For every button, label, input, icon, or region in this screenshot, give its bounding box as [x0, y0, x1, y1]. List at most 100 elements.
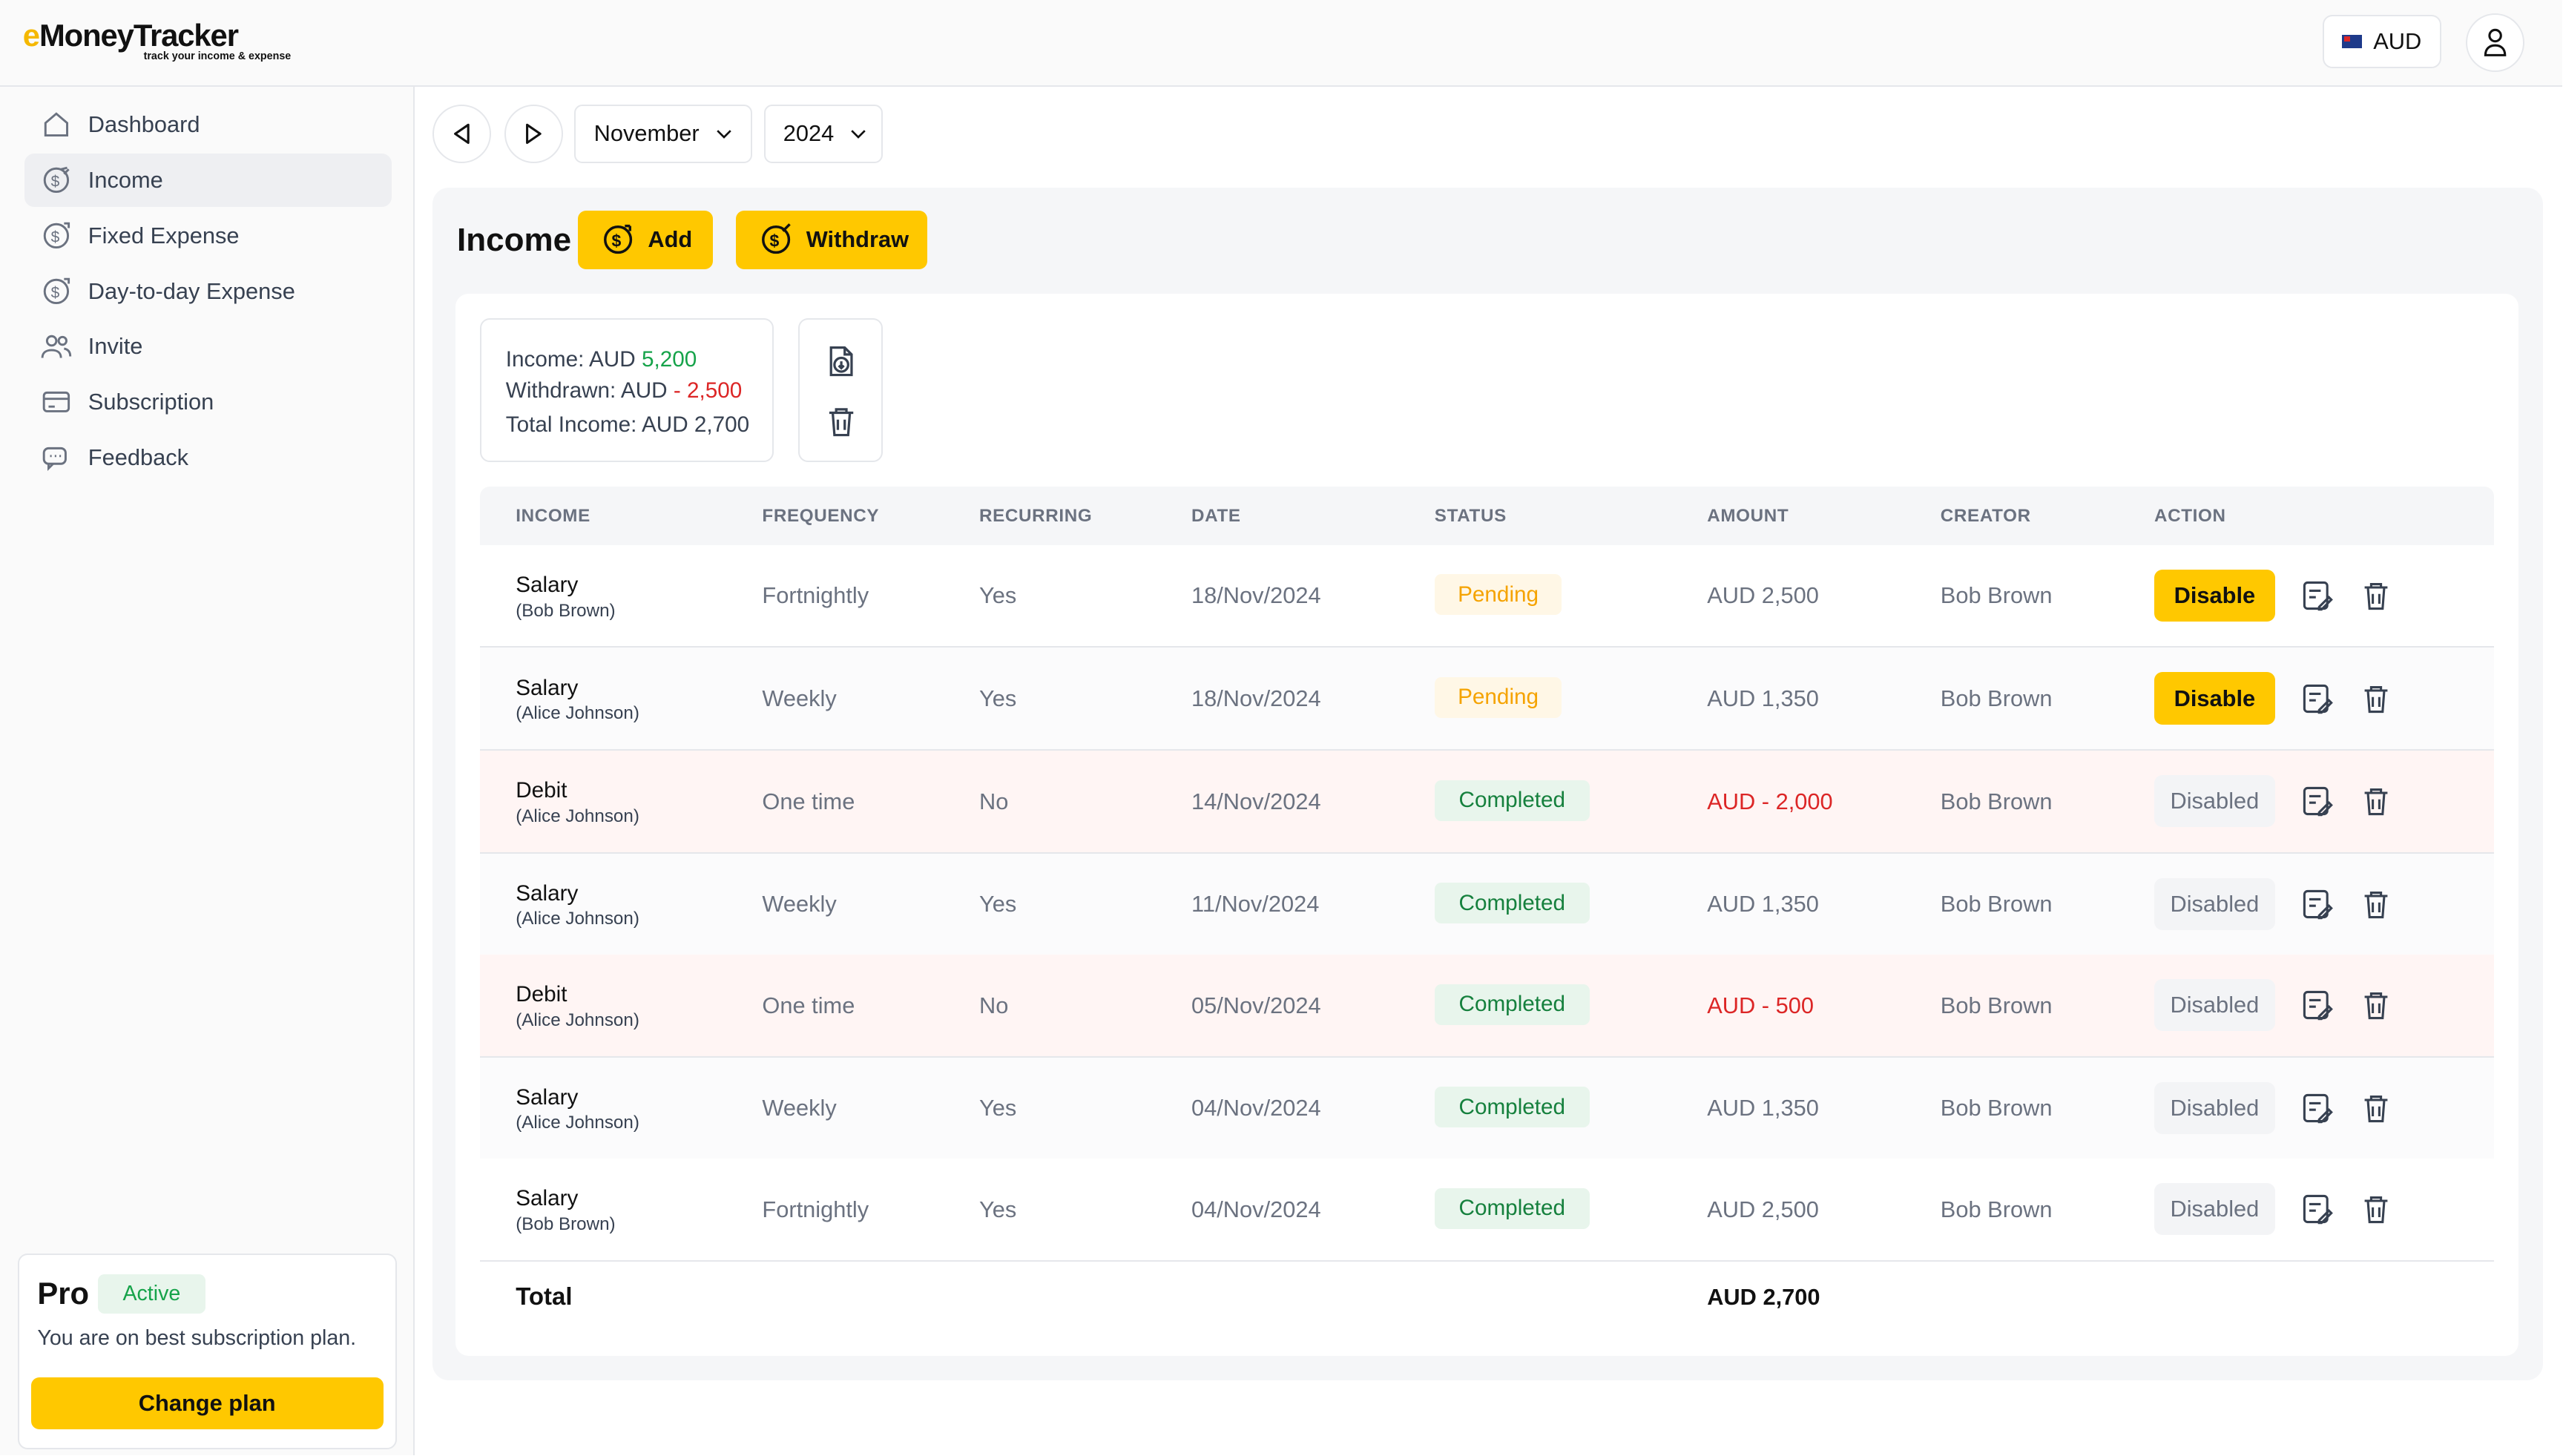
chevron-down-icon	[716, 130, 731, 139]
download-icon[interactable]	[824, 344, 858, 378]
sidebar-item-label: Day-to-day Expense	[88, 277, 295, 304]
disable-button[interactable]: Disable	[2154, 569, 2275, 622]
dollar-in-icon: $	[43, 166, 70, 194]
chevron-right-icon	[526, 123, 542, 145]
trash-icon[interactable]	[2360, 888, 2392, 920]
disable-button[interactable]: Disable	[2154, 672, 2275, 725]
edit-icon[interactable]	[2301, 785, 2334, 817]
summary-income-line: Income: AUD 5,200	[505, 347, 697, 372]
bulk-actions	[797, 318, 884, 462]
disabled-button[interactable]: Disabled	[2154, 1183, 2275, 1236]
status-badge: Completed	[1434, 984, 1590, 1025]
amount-cell: AUD 2,500	[1707, 1196, 1819, 1222]
sidebar-item-fixed-expense[interactable]: $ Fixed Expense	[24, 209, 392, 263]
date-cell: 18/Nov/2024	[1191, 582, 1321, 609]
trash-icon[interactable]	[824, 404, 858, 438]
amount-cell: AUD - 500	[1707, 992, 1814, 1018]
status-badge: Pending	[1434, 676, 1562, 718]
column-header-status: STATUS	[1434, 505, 1507, 526]
column-header-date: DATE	[1191, 505, 1241, 526]
income-name: Salary	[516, 675, 579, 700]
sidebar-item-label: Dashboard	[88, 111, 200, 138]
month-select-value: November	[593, 120, 700, 147]
add-income-button[interactable]: $ Add	[577, 210, 714, 269]
chevron-left-icon	[454, 123, 470, 145]
income-owner: (Alice Johnson)	[516, 1113, 639, 1133]
svg-text:$: $	[51, 284, 60, 301]
chat-icon	[42, 447, 67, 472]
dollar-out-icon: $	[762, 223, 791, 254]
frequency-cell: Weekly	[762, 685, 837, 711]
trash-icon[interactable]	[2360, 682, 2392, 715]
trash-icon[interactable]	[2360, 1092, 2392, 1124]
sidebar-item-dashboard[interactable]: Dashboard	[24, 98, 392, 152]
trash-icon[interactable]	[2360, 785, 2392, 817]
edit-icon[interactable]	[2301, 989, 2334, 1021]
sidebar-item-label: Subscription	[88, 389, 214, 415]
status-badge: Pending	[1434, 574, 1562, 616]
table-row: Debit (Alice Johnson) One time No 05/Nov…	[479, 955, 2494, 1058]
income-name: Debit	[516, 778, 567, 803]
currency-label: AUD	[2373, 28, 2422, 55]
frequency-cell: Fortnightly	[762, 1196, 869, 1222]
disabled-button[interactable]: Disabled	[2154, 1081, 2275, 1134]
trash-icon[interactable]	[2360, 989, 2392, 1021]
logo-wordmark: eMoneyTracker	[22, 18, 239, 53]
income-name: Salary	[516, 1186, 579, 1211]
trash-icon[interactable]	[2360, 1193, 2392, 1225]
income-name: Salary	[516, 573, 579, 598]
previous-month-button[interactable]	[432, 104, 492, 163]
edit-icon[interactable]	[2301, 1193, 2334, 1225]
edit-icon[interactable]	[2301, 1092, 2334, 1124]
app-logo[interactable]: eMoneyTracker track your income & expens…	[22, 18, 291, 63]
svg-text:$: $	[51, 228, 60, 246]
amount-cell: AUD - 2,000	[1707, 788, 1833, 814]
disabled-button[interactable]: Disabled	[2154, 877, 2275, 930]
svg-text:$: $	[51, 173, 60, 190]
page-title: Income	[457, 222, 572, 259]
frequency-cell: Weekly	[762, 1095, 837, 1121]
currency-selector[interactable]: AUD	[2322, 14, 2442, 69]
top-header: eMoneyTracker track your income & expens…	[0, 0, 2562, 87]
edit-icon[interactable]	[2301, 888, 2334, 920]
trash-icon[interactable]	[2360, 579, 2392, 612]
disabled-button[interactable]: Disabled	[2154, 979, 2275, 1032]
user-menu-button[interactable]	[2466, 13, 2525, 72]
month-select[interactable]: November	[574, 104, 753, 163]
year-select[interactable]: 2024	[763, 104, 884, 163]
withdraw-button[interactable]: $ Withdraw	[736, 210, 927, 269]
sidebar-item-day-to-day-expense[interactable]: $ Day-to-day Expense	[24, 264, 392, 318]
table-row: Salary (Alice Johnson) Weekly Yes 04/Nov…	[479, 1057, 2494, 1161]
dollar-in-icon: $	[603, 225, 632, 254]
amount-cell: AUD 1,350	[1707, 685, 1819, 711]
sidebar-item-feedback[interactable]: Feedback	[24, 431, 392, 485]
disabled-button[interactable]: Disabled	[2154, 775, 2275, 828]
recurring-cell: No	[978, 788, 1009, 814]
australia-flag-icon	[2342, 35, 2362, 48]
summary-withdrawn-line: Withdrawn: AUD - 2,500	[505, 378, 743, 403]
creator-cell: Bob Brown	[1940, 1196, 2053, 1222]
change-plan-button[interactable]: Change plan	[30, 1377, 384, 1429]
edit-icon[interactable]	[2301, 579, 2334, 612]
income-owner: (Alice Johnson)	[516, 1009, 639, 1030]
column-header-income: INCOME	[516, 505, 590, 526]
sidebar-item-invite[interactable]: Invite	[24, 320, 392, 374]
table-row: Debit (Alice Johnson) One time No 14/Nov…	[479, 751, 2494, 854]
table-row: Salary (Bob Brown) Fortnightly Yes 04/No…	[479, 1159, 2494, 1262]
sidebar-item-label: Feedback	[88, 444, 189, 471]
recurring-cell: Yes	[978, 582, 1017, 609]
edit-icon[interactable]	[2301, 682, 2334, 715]
status-badge: Completed	[1434, 780, 1590, 821]
year-select-value: 2024	[783, 120, 835, 147]
frequency-cell: One time	[762, 788, 855, 814]
sidebar-item-subscription[interactable]: Subscription	[24, 375, 392, 429]
dollar-out-icon: $	[43, 277, 70, 304]
logo-tagline: track your income & expense	[143, 50, 292, 63]
sidebar-item-income[interactable]: $ Income	[24, 153, 392, 208]
income-owner: (Alice Johnson)	[516, 909, 639, 929]
subscription-plan-card: Pro Active You are on best subscription …	[18, 1253, 397, 1449]
frequency-cell: Fortnightly	[762, 582, 869, 609]
next-month-button[interactable]	[504, 104, 563, 163]
column-header-recurring: RECURRING	[978, 505, 1093, 526]
income-owner: (Alice Johnson)	[516, 703, 639, 724]
